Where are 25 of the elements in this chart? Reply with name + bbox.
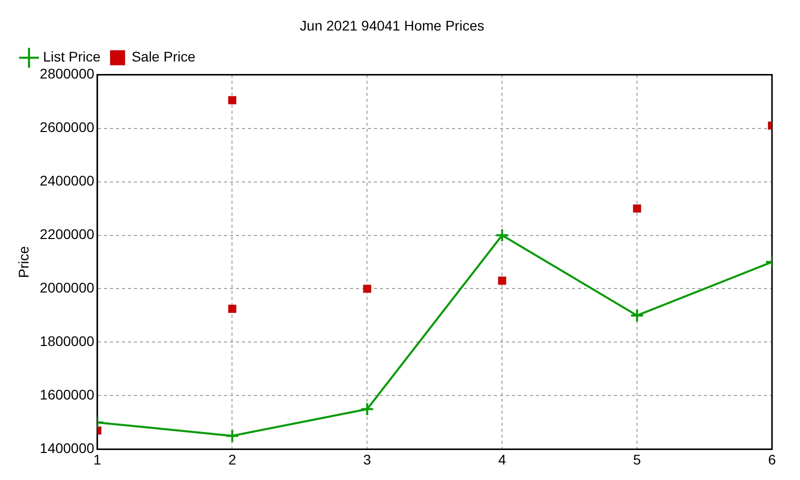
legend-label: List Price — [43, 48, 101, 65]
y-tick-label: 1800000 — [40, 333, 95, 350]
x-tick-label: 4 — [498, 451, 506, 468]
y-tick-label: 2600000 — [40, 119, 95, 136]
chart-title: Jun 2021 94041 Home Prices — [300, 17, 484, 34]
y-tick-label: 2200000 — [40, 226, 95, 242]
y-axis-title: Price — [15, 246, 32, 278]
point — [360, 402, 374, 416]
legend-label: Sale Price — [132, 48, 196, 65]
y-tick-label: 1400000 — [40, 440, 95, 456]
point — [225, 428, 240, 443]
x-tick-label: 5 — [633, 451, 642, 468]
x-tick-label: 2 — [228, 451, 236, 468]
point — [228, 304, 236, 313]
point — [495, 228, 510, 242]
point — [363, 284, 372, 293]
x-tick-label: 6 — [768, 451, 776, 468]
y-tick-label: 2400000 — [40, 172, 95, 189]
x-tick-label: 1 — [93, 451, 102, 468]
x-tick-label: 3 — [363, 451, 372, 468]
y-tick-label: 2000000 — [40, 280, 95, 296]
y-tick-label: 1600000 — [40, 386, 95, 403]
y-tick-label: 2800000 — [40, 66, 95, 82]
point — [498, 276, 506, 285]
point — [228, 96, 236, 104]
